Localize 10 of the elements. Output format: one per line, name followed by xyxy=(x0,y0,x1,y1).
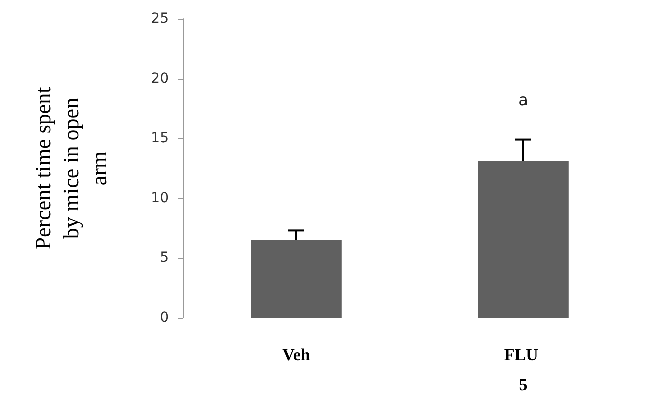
y-tick-label: 10 xyxy=(151,190,169,206)
y-tick-label: 20 xyxy=(151,70,169,87)
y-tick-label: 0 xyxy=(160,310,169,326)
x-tick-label: FLU 5 xyxy=(504,346,543,394)
annotation: a xyxy=(518,90,528,110)
y-tick-label: 5 xyxy=(160,250,169,266)
y-axis-title: Percent time spent by mice in open arm xyxy=(30,87,112,250)
x-tick-label: Veh xyxy=(282,346,311,364)
y-tick-label: 15 xyxy=(151,130,169,147)
y-tick-label: 25 xyxy=(151,11,169,27)
